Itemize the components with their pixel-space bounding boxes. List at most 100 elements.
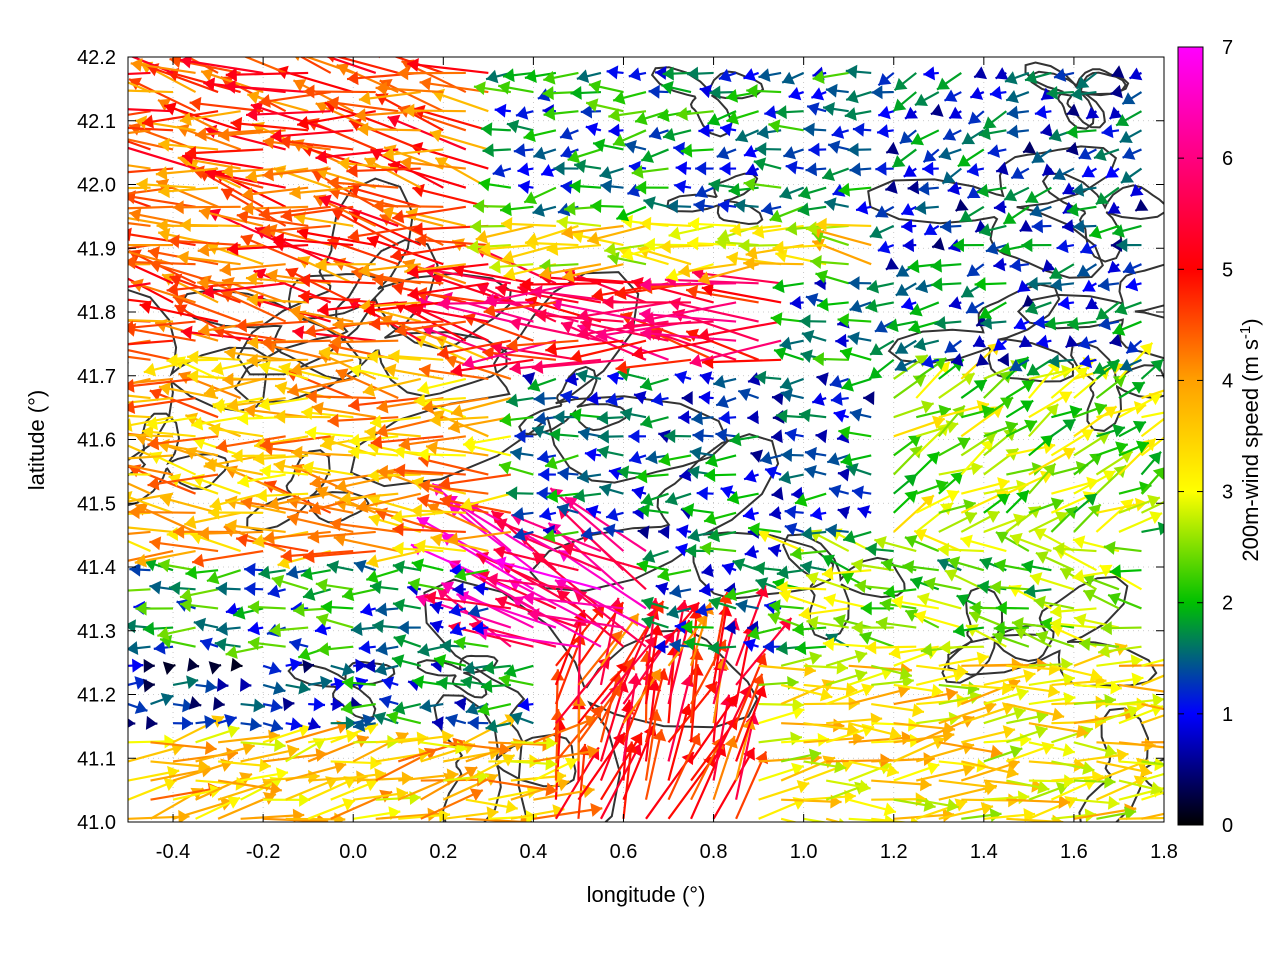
wind-arrow-head (659, 453, 671, 467)
wind-arrow-head (104, 202, 115, 216)
wind-arrow-head (53, 217, 64, 231)
wind-arrow-head (163, 662, 176, 675)
wind-arrow-head (506, 800, 518, 814)
wind-arrow-head (510, 447, 522, 461)
wind-arrow-head (922, 162, 933, 176)
wind-arrow-shaft (102, 589, 128, 592)
wind-arrow-head (116, 396, 128, 410)
wind-arrow-head (861, 601, 872, 615)
wind-arrow-head (194, 618, 206, 632)
wind-arrow-head (1086, 297, 1099, 309)
wind-arrow-head (604, 242, 616, 256)
wind-arrow-head (454, 697, 466, 711)
wind-arrow-head (859, 780, 871, 794)
colorbar-tick-label: 1 (1222, 704, 1233, 726)
wind-arrow-head (613, 91, 625, 105)
wind-arrow-head (1035, 105, 1047, 119)
wind-arrow-head (1073, 219, 1084, 233)
wind-arrow-head (83, 342, 95, 356)
wind-arrow-head (863, 391, 874, 405)
wind-arrow-head (824, 593, 836, 607)
wind-arrow-head (1117, 749, 1129, 763)
wind-arrow-head (420, 699, 432, 713)
wind-arrow-shaft (1119, 685, 1181, 694)
wind-arrow-head (506, 486, 517, 500)
wind-arrow-shaft (640, 283, 736, 284)
wind-arrow-head (59, 297, 70, 311)
wind-arrow-shaft (68, 73, 151, 77)
wind-arrow-head (845, 107, 857, 121)
wind-arrow-head (698, 328, 710, 342)
wind-arrow-head (697, 486, 708, 500)
wind-arrow-head (1108, 260, 1121, 272)
wind-arrow-head (64, 436, 76, 450)
wind-arrow-head (231, 658, 243, 672)
wind-arrow-head (220, 262, 232, 276)
wind-arrow-head (753, 562, 765, 576)
wind-arrow-shaft (1141, 405, 1181, 436)
wind-arrow-head (1126, 278, 1138, 292)
wind-arrow-head (761, 202, 773, 216)
wind-arrow-head (494, 545, 506, 559)
wind-arrow-head (585, 448, 597, 462)
wind-arrow-head (1066, 335, 1079, 347)
wind-arrow-head (790, 296, 802, 310)
wind-arrow-head (302, 660, 314, 674)
wind-arrow-head (52, 79, 64, 93)
wind-arrow-head (253, 698, 265, 712)
wind-arrow-head (831, 392, 843, 406)
wind-arrow-head (205, 741, 217, 755)
y-tick-label: 41.6 (77, 430, 116, 452)
wind-arrow-head (1040, 124, 1052, 138)
wind-arrow-head (699, 391, 710, 405)
wind-arrow-shaft (64, 134, 128, 169)
y-tick-label: 42.2 (77, 47, 116, 69)
wind-arrow-shaft (88, 159, 151, 168)
wind-arrow-shaft (324, 53, 398, 73)
wind-arrow-head (1102, 124, 1114, 138)
wind-arrow-head (1108, 796, 1120, 810)
wind-arrow-head (715, 428, 727, 442)
y-tick-label: 41.0 (77, 812, 116, 834)
wind-arrow-shaft (108, 647, 128, 648)
wind-arrow-head (600, 179, 612, 193)
wind-arrow-head (76, 391, 87, 405)
wind-arrow-head (136, 178, 147, 192)
wind-arrow-shaft (61, 356, 128, 360)
wind-arrow-head (60, 80, 73, 93)
wind-arrow-head (893, 155, 906, 167)
wind-arrow-head (388, 349, 400, 363)
wind-arrow-head (88, 154, 100, 168)
wind-arrow-head (939, 640, 950, 654)
wind-arrow-head (275, 381, 287, 395)
wind-arrow-head (360, 603, 372, 617)
wind-arrow-head (838, 468, 850, 482)
wind-arrow-head (826, 84, 838, 98)
wind-arrow-head (808, 143, 819, 157)
wind-arrow-head (93, 386, 105, 400)
wind-arrow-head (977, 580, 989, 594)
wind-arrow-head (570, 86, 581, 100)
colorbar-tick-label: 2 (1222, 593, 1233, 615)
wind-arrow-shaft (53, 224, 128, 226)
wind-arrow-head (1050, 604, 1062, 618)
wind-arrow-head (1018, 280, 1031, 292)
wind-arrow-shaft (185, 149, 263, 153)
wind-arrow-head (848, 276, 859, 290)
wind-arrow-head (149, 581, 161, 595)
wind-arrow-head (218, 128, 230, 142)
wind-arrow-head (99, 467, 110, 481)
wind-arrow-head (244, 563, 255, 577)
wind-arrow-head (790, 732, 802, 746)
wind-arrow-head (557, 215, 569, 229)
wind-arrow-head (818, 822, 830, 836)
wind-arrow-head (769, 506, 781, 520)
wind-arrow-head (301, 567, 313, 581)
wind-arrow-head (1071, 87, 1083, 101)
wind-arrow-head (1057, 239, 1069, 253)
wind-arrow-head (726, 252, 738, 266)
wind-arrow-head (646, 450, 658, 464)
wind-arrow-head (220, 44, 233, 57)
wind-arrow-head (660, 240, 671, 254)
wind-arrow-head (64, 133, 77, 145)
